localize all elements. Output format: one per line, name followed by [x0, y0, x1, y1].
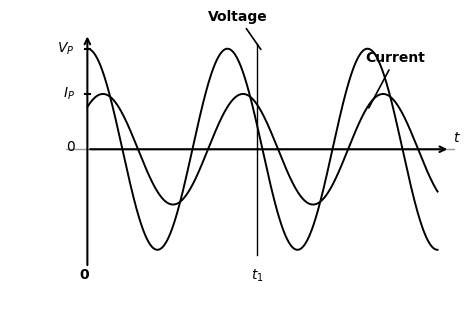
Text: $V_P$: $V_P$ — [57, 40, 75, 57]
Text: 0: 0 — [79, 268, 89, 282]
Text: Voltage: Voltage — [208, 10, 268, 49]
Text: t: t — [453, 131, 458, 145]
Text: 0: 0 — [66, 140, 75, 154]
Text: $I_P$: $I_P$ — [63, 86, 75, 102]
Text: Current: Current — [365, 51, 426, 108]
Text: $t_1$: $t_1$ — [251, 268, 264, 284]
